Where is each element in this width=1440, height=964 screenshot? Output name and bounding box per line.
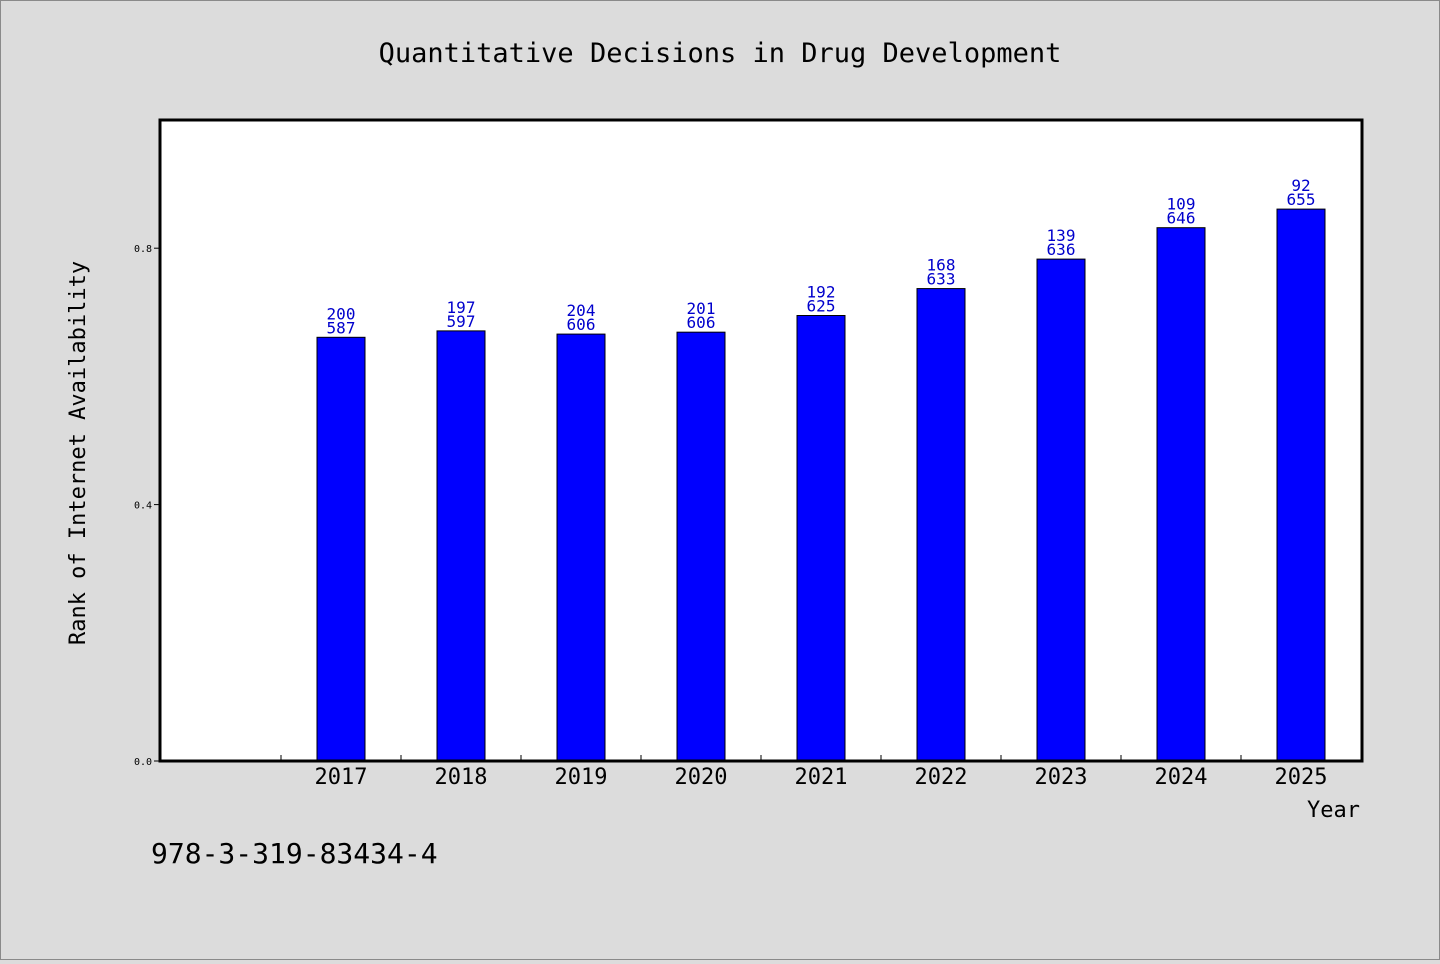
data-label-top-2019: 204 — [567, 301, 596, 320]
bar-2018 — [436, 330, 486, 762]
chart-title: Quantitative Decisions in Drug Developme… — [379, 38, 1062, 69]
data-label-top-2022: 168 — [927, 256, 956, 275]
data-label-top-2024: 109 — [1167, 195, 1196, 214]
bar-2020 — [676, 331, 726, 762]
data-label-bottom-2025: 655 — [1287, 190, 1316, 209]
x-tick-label-2025: 2025 — [1275, 765, 1328, 790]
bars-group — [316, 208, 1326, 762]
x-axis-ticks: 2017 2018 2019 2020 2021 2022 2023 2024 2025 — [280, 755, 1328, 790]
data-label-top-2018: 197 — [447, 298, 476, 317]
bar-2023 — [1036, 258, 1086, 762]
bar-2021 — [796, 315, 846, 762]
x-tick-label-2021: 2021 — [795, 765, 848, 790]
data-label-bottom-2024: 646 — [1167, 209, 1196, 228]
data-label-bottom-2022: 633 — [927, 270, 956, 289]
y-axis-label: Rank of Internet Availability — [66, 261, 91, 645]
bar-2025 — [1276, 208, 1326, 762]
data-label-bottom-2021: 625 — [807, 297, 836, 316]
data-label-bottom-2020: 606 — [687, 313, 716, 332]
bar-2017 — [316, 336, 366, 762]
data-label-bottom-2017: 587 — [327, 318, 356, 337]
x-tick-label-2023: 2023 — [1035, 765, 1088, 790]
data-label-bottom-2019: 606 — [567, 315, 596, 334]
data-label-top-2020: 201 — [687, 299, 716, 318]
x-tick-label-2019: 2019 — [555, 765, 608, 790]
x-tick-label-2017: 2017 — [315, 765, 368, 790]
x-axis-label: Year — [1307, 798, 1360, 823]
y-axis-ticks: 0.0 0.4 0.8 — [134, 244, 160, 768]
y-tick-label-0.8: 0.8 — [134, 244, 152, 255]
data-label-bottom-2018: 597 — [447, 312, 476, 331]
x-tick-label-2024: 2024 — [1155, 765, 1208, 790]
x-tick-label-2022: 2022 — [915, 765, 968, 790]
footer-isbn: 978-3-319-83434-4 — [151, 837, 438, 870]
data-label-top-2023: 139 — [1047, 226, 1076, 245]
y-tick-label-0.4: 0.4 — [134, 501, 152, 512]
data-label-bottom-2023: 636 — [1047, 240, 1076, 259]
x-tick-label-2020: 2020 — [675, 765, 728, 790]
data-label-top-2025: 92 — [1291, 176, 1310, 195]
x-tick-label-2018: 2018 — [435, 765, 488, 790]
data-label-top-2021: 192 — [807, 283, 836, 302]
bar-2019 — [556, 333, 606, 762]
y-tick-label-0.0: 0.0 — [134, 757, 152, 768]
data-labels-group: 2005871975972046062016061926251686331396… — [327, 176, 1316, 337]
data-label-top-2017: 200 — [327, 304, 356, 323]
bar-2024 — [1156, 227, 1206, 762]
bar-2022 — [916, 288, 966, 762]
